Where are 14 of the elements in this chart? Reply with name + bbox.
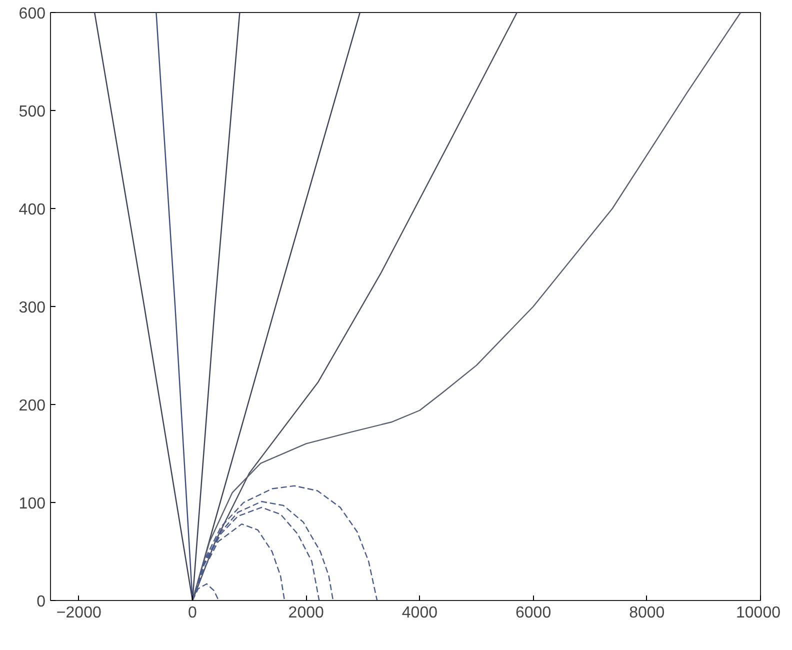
y-tick-label: 300 xyxy=(18,300,46,316)
x-tick-label: 4000 xyxy=(402,604,438,622)
x-tick-label: 2000 xyxy=(288,604,324,622)
x-tick-label: 10000 xyxy=(736,604,781,622)
y-tick-label: 100 xyxy=(18,496,46,512)
y-tick-label: 0 xyxy=(36,594,46,610)
y-tick-label: 500 xyxy=(18,104,46,120)
x-tick-label: 8000 xyxy=(629,604,665,622)
y-tick-label: 200 xyxy=(18,398,46,414)
y-tick-label: 600 xyxy=(18,6,46,22)
x-tick-label: 6000 xyxy=(516,604,552,622)
x-tick-label: 0 xyxy=(188,604,198,622)
y-tick-label: 400 xyxy=(18,202,46,218)
x-tick-label: −2000 xyxy=(56,604,102,622)
